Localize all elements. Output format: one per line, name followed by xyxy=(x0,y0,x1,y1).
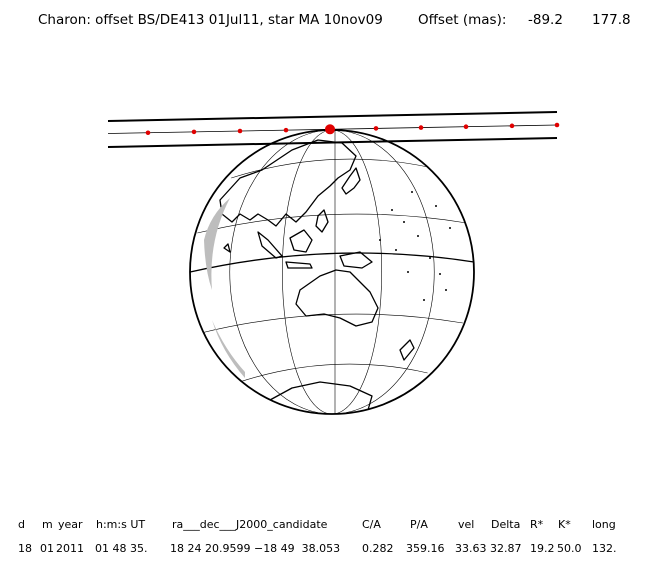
graticule xyxy=(190,130,474,414)
table-value: 18 24 20.9599 −18 49 38.053 xyxy=(170,542,341,555)
plot-title: Charon: offset BS/DE413 01Jul11, star MA… xyxy=(38,12,383,28)
table-value: 359.16 xyxy=(406,542,445,555)
table-header: P/A xyxy=(410,518,428,531)
track-time-markers xyxy=(145,122,560,136)
table-header: long xyxy=(592,518,616,531)
table-value: 50.0 xyxy=(557,542,582,555)
table-header: ra___dec___J2000_candidate xyxy=(172,518,328,531)
landmass-java xyxy=(285,261,313,269)
island xyxy=(395,249,397,251)
island xyxy=(411,191,413,193)
table-header: K* xyxy=(558,518,571,531)
track-marker xyxy=(373,126,379,131)
island xyxy=(391,209,393,211)
island xyxy=(407,271,409,273)
table-value: 132. xyxy=(592,542,617,555)
table-header: year xyxy=(58,518,83,531)
landmass-new-zealand xyxy=(399,339,415,361)
table-header: m xyxy=(42,518,53,531)
track-marker xyxy=(554,122,560,128)
track-marker xyxy=(145,130,151,136)
equator xyxy=(190,252,474,273)
limb-shading-south xyxy=(212,320,245,378)
limb-shading xyxy=(204,198,230,290)
table-header: vel xyxy=(458,518,475,531)
table-value: 01 48 35. xyxy=(95,542,148,555)
track-marker xyxy=(237,128,243,134)
land-masses xyxy=(219,139,451,414)
landmass-japan xyxy=(341,167,361,195)
island xyxy=(423,299,425,301)
table-value: 18 xyxy=(18,542,32,555)
table-header: h:m:s UT xyxy=(96,518,146,531)
table-value: 32.87 xyxy=(490,542,522,555)
track-marker xyxy=(418,125,424,130)
landmass-sumatra xyxy=(257,231,283,259)
shadow-north-limit xyxy=(107,111,558,122)
landmass-australia xyxy=(295,269,379,327)
meridian xyxy=(229,130,435,414)
offset-dec: 177.8 xyxy=(592,12,631,28)
track-marker xyxy=(509,123,515,129)
offset-label: Offset (mas): xyxy=(418,12,507,28)
parallel xyxy=(197,213,467,234)
globe xyxy=(189,129,475,415)
island xyxy=(435,205,437,207)
table-value: 2011 xyxy=(56,542,84,555)
island xyxy=(417,235,419,237)
island xyxy=(439,273,441,275)
offset-ra: -89.2 xyxy=(528,12,563,28)
table-header: R* xyxy=(530,518,544,531)
island xyxy=(449,227,451,229)
table-value: 0.282 xyxy=(362,542,394,555)
closest-approach-marker xyxy=(325,124,335,135)
parallel xyxy=(236,363,428,384)
shadow-south-limit xyxy=(107,137,558,148)
meridian xyxy=(281,130,382,414)
table-value: 01 xyxy=(40,542,54,555)
landmass-borneo xyxy=(289,229,313,253)
parallel xyxy=(201,313,463,334)
island xyxy=(429,257,431,259)
landmass-new-guinea xyxy=(339,251,373,269)
table-header: d xyxy=(18,518,25,531)
table-header: Delta xyxy=(491,518,521,531)
parallel xyxy=(231,158,433,179)
track-marker xyxy=(463,124,469,130)
landmass-philippines xyxy=(315,209,329,233)
table-header: C/A xyxy=(362,518,381,531)
track-marker xyxy=(283,127,289,133)
track-marker xyxy=(191,129,197,135)
island xyxy=(379,239,381,241)
island xyxy=(445,289,447,291)
table-value: 33.63 xyxy=(455,542,487,555)
landmass-asia xyxy=(219,139,357,227)
landmass-sri-lanka xyxy=(223,243,231,253)
table-value: 19.2 xyxy=(530,542,555,555)
island xyxy=(403,221,405,223)
